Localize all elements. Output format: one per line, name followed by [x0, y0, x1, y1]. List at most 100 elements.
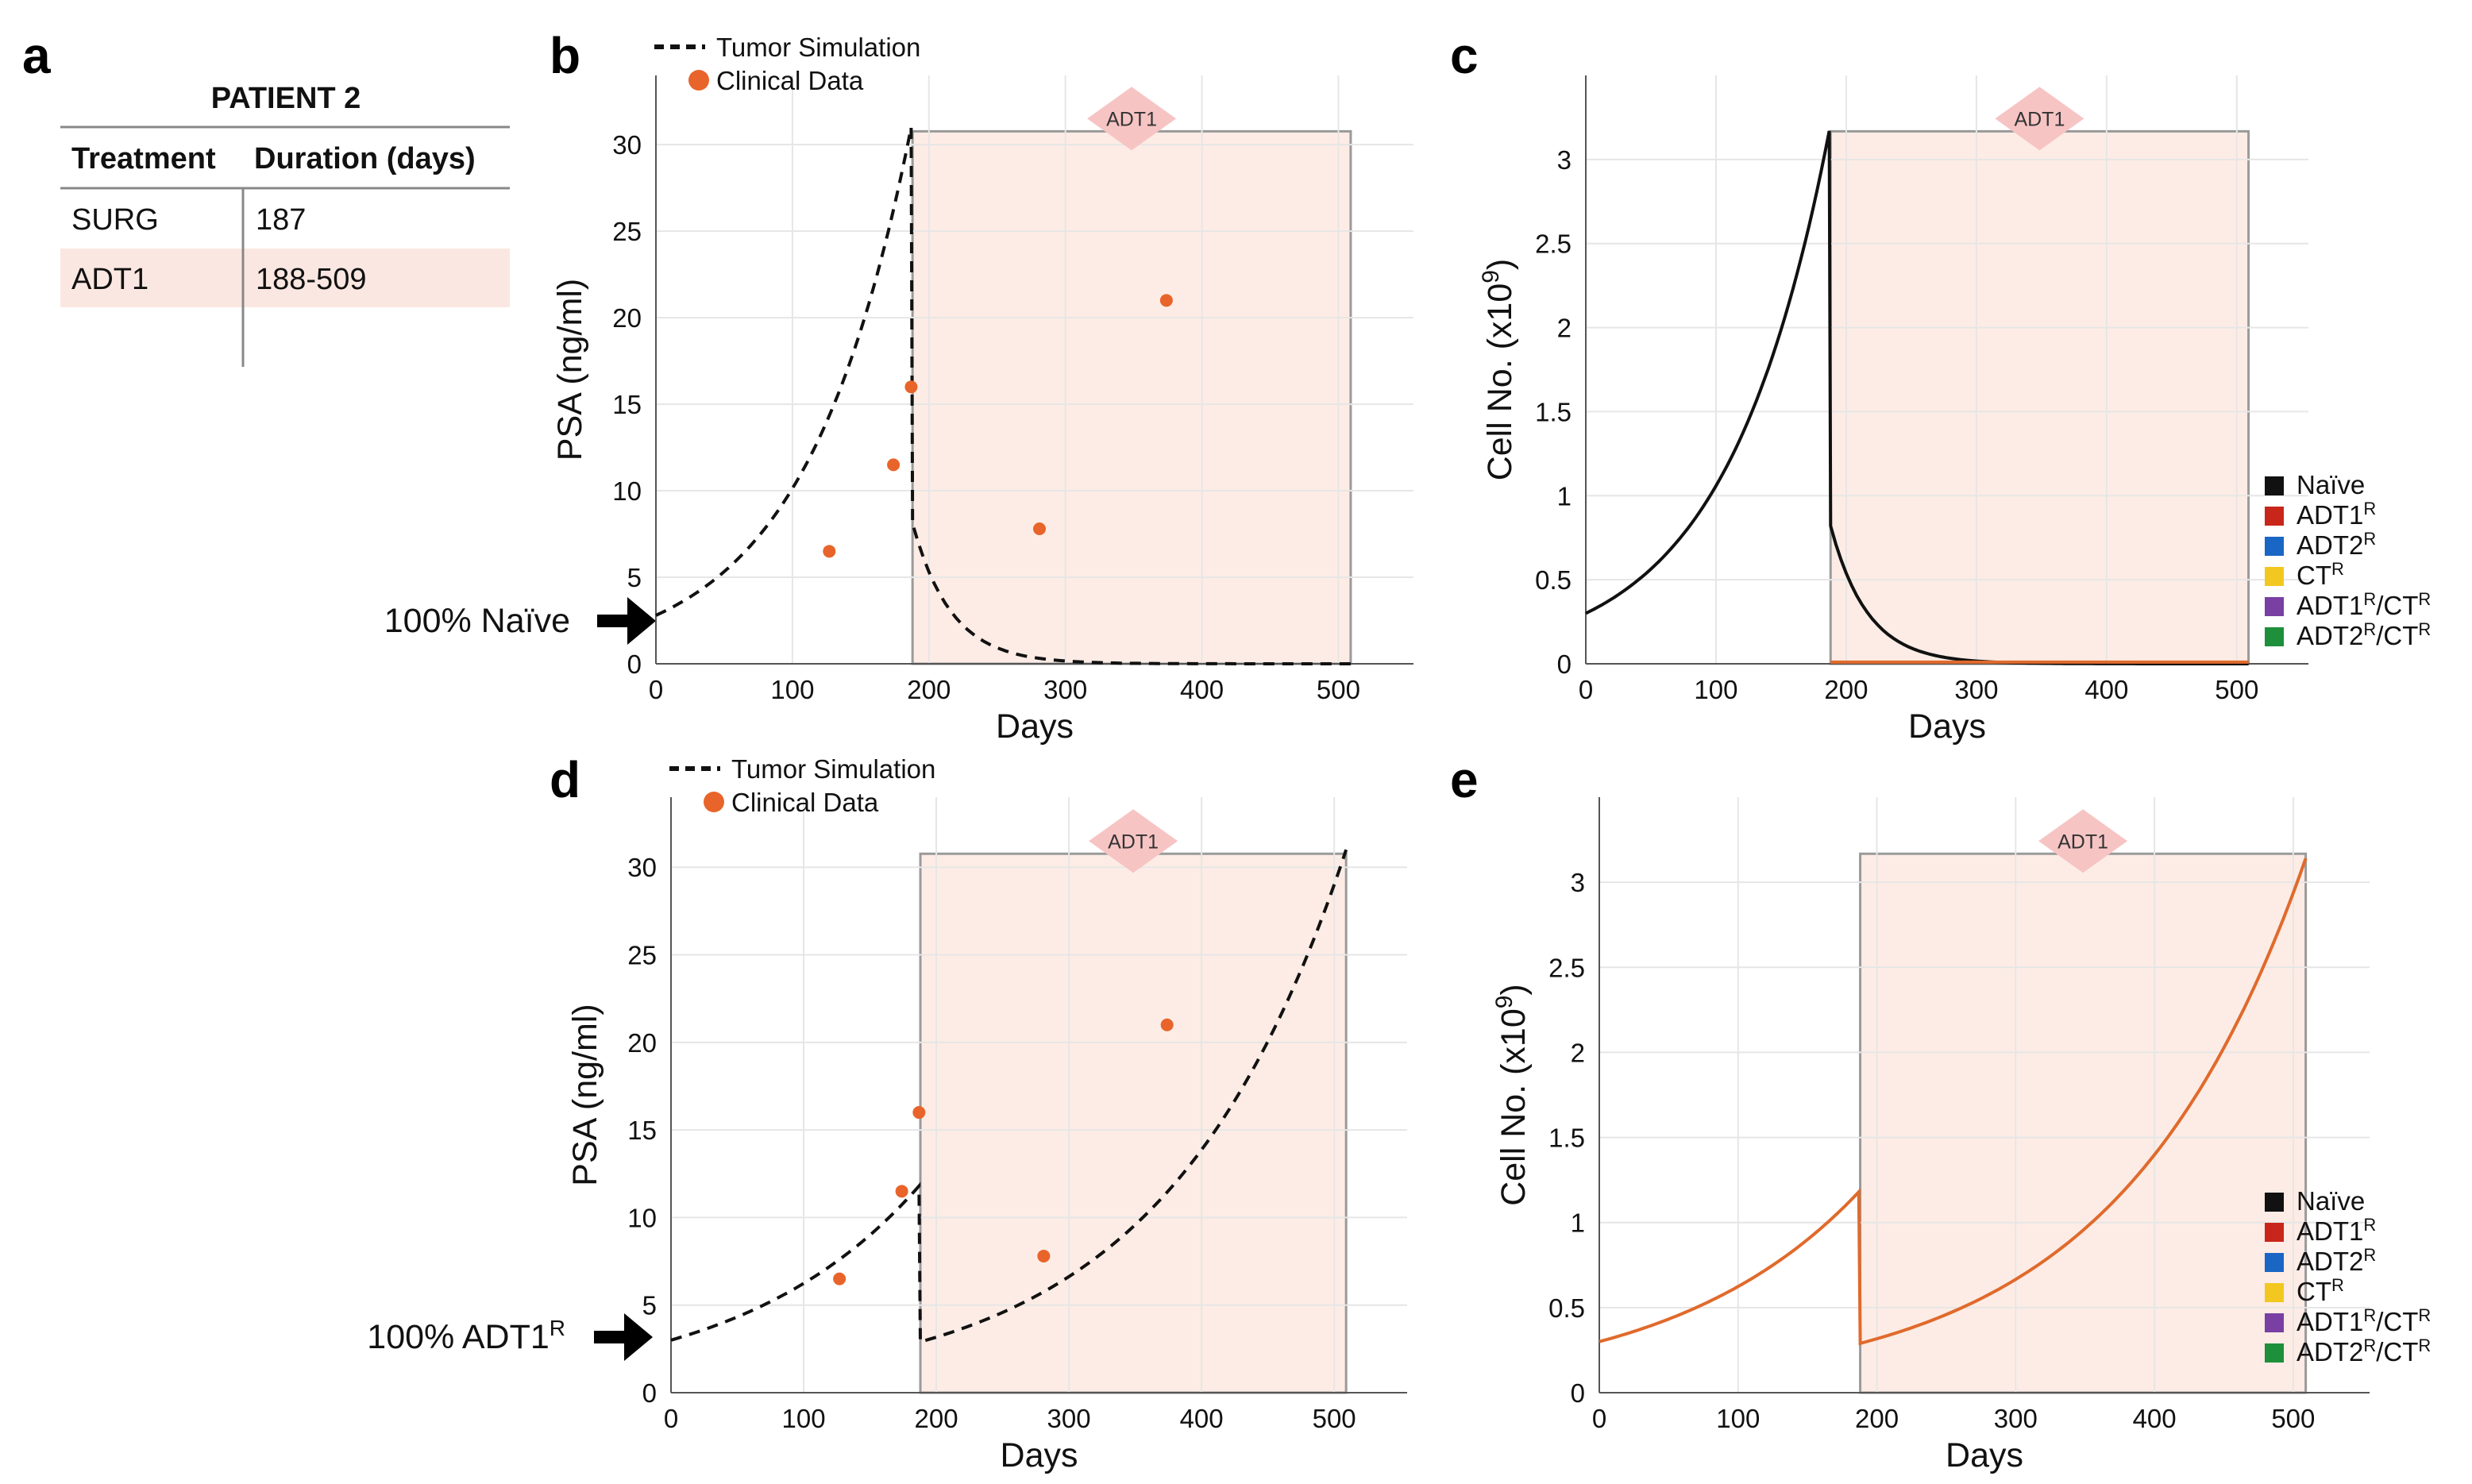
legend-swatch-4: [2265, 597, 2284, 616]
clinical-data-point-d: [895, 1185, 908, 1198]
x-tick-label-b: 400: [1180, 675, 1224, 704]
x-tick-label-d: 0: [664, 1404, 678, 1433]
y-tick-label-e: 0: [1571, 1378, 1585, 1408]
y-tick-label-e: 1: [1571, 1208, 1585, 1238]
panel-letter-a: a: [22, 27, 51, 84]
treatment-badge-e: [2038, 809, 2128, 873]
x-axis-title-e: Days: [1946, 1436, 2023, 1474]
initial-state-arrow-d: [594, 1313, 653, 1361]
arrow-label-d: 100% ADT1R: [367, 1313, 653, 1361]
legend-label-3: CTR: [2297, 559, 2344, 590]
x-tick-label-c: 300: [1954, 675, 1998, 704]
x-tick-label-b: 200: [907, 675, 951, 704]
y-tick-label-c: 0: [1557, 649, 1572, 679]
y-tick-label-d: 15: [627, 1116, 657, 1145]
x-tick-label-d: 200: [915, 1404, 958, 1433]
y-tick-label-b: 15: [612, 390, 642, 419]
initial-state-label-d: 100% ADT1R: [367, 1316, 565, 1356]
x-tick-label-e: 500: [2271, 1404, 2315, 1433]
y-tick-label-e: 0.5: [1548, 1293, 1585, 1323]
x-tick-label-c: 500: [2215, 675, 2258, 704]
x-tick-label-d: 100: [781, 1404, 825, 1433]
chart-e: 0 100 200 300 400 500 0 0.5 1 1.5 2 2.5 3 Days Cell No…: [1491, 797, 2370, 1474]
treatment-region-b: [911, 129, 1352, 665]
clinical-data-point-d: [833, 1272, 846, 1285]
x-tick-label-c: 100: [1694, 675, 1737, 704]
legend-label-2: ADT2R: [2297, 529, 2376, 560]
legend-swatch-2: [2265, 1253, 2284, 1272]
x-tick-label-d: 300: [1047, 1404, 1091, 1433]
y-tick-label-b: 5: [627, 563, 642, 592]
y-axis-title-c: Cell No. (x109): [1478, 259, 1519, 481]
legend-clinical-label-b: Clinical Data: [716, 66, 864, 95]
x-tick-label-e: 200: [1855, 1404, 1899, 1433]
x-tick-label-c: 0: [1579, 675, 1593, 704]
x-tick-label-e: 100: [1716, 1404, 1760, 1433]
legend-label-4: ADT1R/CTR: [2297, 589, 2431, 620]
table-cell-duration-1: 187: [256, 203, 306, 237]
clinical-data-point-b: [823, 545, 836, 558]
legend-clinical-swatch-d: [704, 792, 724, 812]
legend-label-3: CTR: [2297, 1275, 2344, 1306]
legend-simulation-label-d: Tumor Simulation: [731, 754, 935, 784]
legend-label-2: ADT2R: [2297, 1245, 2376, 1276]
treatment-region-e: [1859, 852, 2308, 1394]
legend-swatch-1: [2265, 1223, 2284, 1242]
y-tick-label-e: 2: [1571, 1038, 1585, 1067]
panel-letter-c: c: [1450, 27, 1479, 84]
legend-swatch-0: [2265, 476, 2284, 495]
x-tick-label-b: 0: [649, 675, 663, 704]
panel-letter-d: d: [550, 751, 580, 808]
x-tick-label-b: 100: [770, 675, 814, 704]
table-cell-treatment-1: SURG: [71, 203, 159, 237]
legend-clinical-swatch-b: [688, 70, 709, 91]
y-tick-label-e: 1.5: [1548, 1124, 1585, 1153]
y-tick-label-c: 1: [1557, 481, 1572, 511]
legend-swatch-2: [2265, 537, 2284, 556]
legend-label-1: ADT1R: [2297, 499, 2376, 530]
x-tick-label-c: 200: [1824, 675, 1868, 704]
legend-label-5: ADT2R/CTR: [2297, 619, 2431, 650]
table-header-treatment: Treatment: [71, 142, 216, 175]
treatment-badge-label-b: ADT1: [1106, 108, 1157, 130]
treatment-badge-b: [1087, 87, 1177, 151]
table-cell-duration-2: 188-509: [256, 263, 366, 296]
y-tick-label-c: 0.5: [1535, 565, 1572, 595]
x-tick-label-e: 400: [2133, 1404, 2177, 1433]
chart-c: 0 100 200 300 400 500 0 0.5 1 1.5 2 2.5 3 Days Cell No…: [1478, 75, 2308, 746]
treatment-region-c: [1829, 129, 2250, 665]
legend-swatch-3: [2265, 567, 2284, 586]
legend-swatch-4: [2265, 1313, 2284, 1332]
legend-label-0: Naïve: [2297, 470, 2365, 499]
treatment-badge-label-e: ADT1: [2057, 831, 2108, 853]
x-tick-label-e: 0: [1592, 1404, 1606, 1433]
y-axis-title-d: PSA (ng/ml): [566, 1004, 604, 1185]
initial-state-label-b: 100% Naïve: [384, 602, 570, 640]
legend-swatch-5: [2265, 1343, 2284, 1363]
table-header-duration: Duration (days): [254, 142, 476, 175]
y-tick-label-e: 3: [1571, 868, 1585, 897]
y-tick-label-b: 30: [612, 130, 642, 160]
y-tick-label-b: 25: [612, 217, 642, 246]
y-tick-label-b: 20: [612, 303, 642, 333]
series-line-naive-c: [1585, 130, 2249, 665]
legend-swatch-3: [2265, 1283, 2284, 1302]
x-axis-title-d: Days: [1001, 1436, 1078, 1474]
legend-label-0: Naïve: [2297, 1186, 2365, 1216]
table-title: PATIENT 2: [211, 82, 361, 115]
treatment-badge-label-d: ADT1: [1108, 831, 1159, 853]
x-tick-label-c: 400: [2084, 675, 2128, 704]
chart-b: 0 100 200 300 400 500 0 5 10 15 20 25 30 Days PSA (ng/…: [551, 33, 1413, 746]
legend-swatch-0: [2265, 1193, 2284, 1212]
y-axis-title-b: PSA (ng/ml): [551, 279, 589, 461]
treatment-badge-c: [1995, 87, 2084, 151]
y-tick-label-d: 30: [627, 853, 657, 882]
series-line-adt1r-e: [1599, 858, 2308, 1346]
initial-state-arrow-b: [597, 597, 656, 645]
clinical-data-point-b: [1159, 294, 1173, 307]
x-tick-label-d: 400: [1180, 1404, 1224, 1433]
clinical-data-point-b: [887, 458, 900, 472]
y-tick-label-d: 10: [627, 1203, 657, 1232]
y-tick-label-c: 2.5: [1535, 229, 1572, 259]
